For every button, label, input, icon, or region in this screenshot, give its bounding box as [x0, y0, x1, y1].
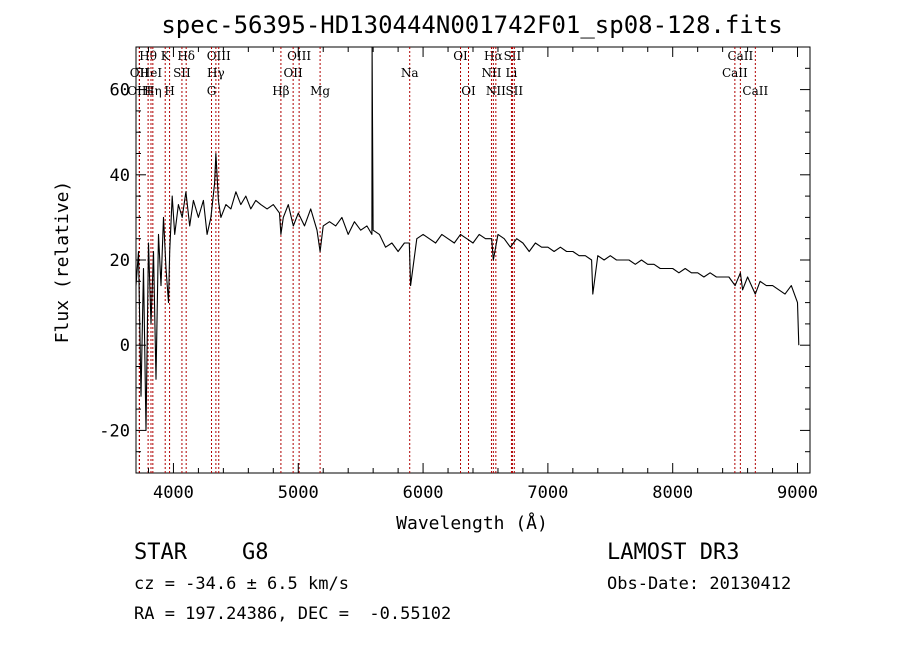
line-marker-label: OI — [453, 49, 468, 63]
x-tick-label: 8000 — [652, 483, 693, 503]
line-marker-label: Hβ — [272, 84, 289, 98]
x-tick-label: 4000 — [153, 483, 194, 503]
axis-ticks: 4000 5000 6000 7000 8000 9000 -20 0 20 40 60 — [99, 46, 818, 503]
y-tick-label: 40 — [110, 166, 130, 186]
plot-frame — [135, 46, 811, 474]
line-marker-label: NII — [486, 84, 506, 98]
y-tick-label: 60 — [110, 81, 130, 101]
line-marker-label: CaII — [742, 84, 768, 98]
line-marker-label: Mg — [310, 84, 330, 98]
x-tick-label: 7000 — [527, 483, 568, 503]
spectrum-series — [135, 46, 800, 431]
object-subclass: G8 — [242, 540, 269, 565]
line-marker-label: OIII — [207, 49, 231, 63]
x-axis-label: Wavelength (Å) — [396, 512, 548, 534]
line-marker-label: CaII — [722, 66, 748, 80]
redshift-readout: cz = -34.6 ± 6.5 km/s — [134, 574, 349, 594]
y-tick-label: -20 — [99, 421, 130, 441]
line-marker-label: NII — [481, 66, 501, 80]
line-marker-label: OIII — [287, 49, 311, 63]
line-marker-label: Hδ — [177, 49, 195, 63]
x-tick-label: 9000 — [777, 483, 818, 503]
chart-title: spec-56395-HD130444N001742F01_sp08-128.f… — [161, 11, 782, 39]
coordinates: RA = 197.24386, DEC = -0.55102 — [134, 604, 452, 624]
line-marker-label: OIII — [127, 84, 151, 98]
line-marker-label: Na — [401, 66, 419, 80]
line-marker-label: HeI — [140, 66, 163, 80]
line-marker-label: SII — [505, 84, 523, 98]
line-marker-label: Li — [506, 66, 518, 80]
x-tick-label: 5000 — [278, 483, 319, 503]
object-class: STAR — [134, 540, 187, 565]
y-axis-label: Flux (relative) — [52, 181, 73, 344]
obs-date: Obs-Date: 20130412 — [607, 574, 792, 594]
plot-border — [135, 46, 811, 474]
line-marker-label: K — [161, 49, 171, 63]
line-marker-label: Hα — [484, 49, 503, 63]
x-tick-label: 6000 — [403, 483, 444, 503]
line-marker-label: OII — [283, 66, 303, 80]
line-marker-label: H — [164, 84, 174, 98]
y-tick-label: 0 — [120, 336, 130, 356]
line-marker-label: Hη — [144, 84, 162, 98]
line-marker-label: SII — [504, 49, 522, 63]
line-marker-label: SII — [173, 66, 191, 80]
spectrum-line — [135, 46, 800, 431]
line-marker-label: Hγ — [207, 66, 225, 80]
y-tick-label: 20 — [110, 251, 130, 271]
line-marker-label: CaII — [727, 49, 753, 63]
line-marker-label: OI — [461, 84, 476, 98]
survey-name: LAMOST DR3 — [607, 540, 740, 565]
line-marker-label: G — [207, 84, 217, 98]
